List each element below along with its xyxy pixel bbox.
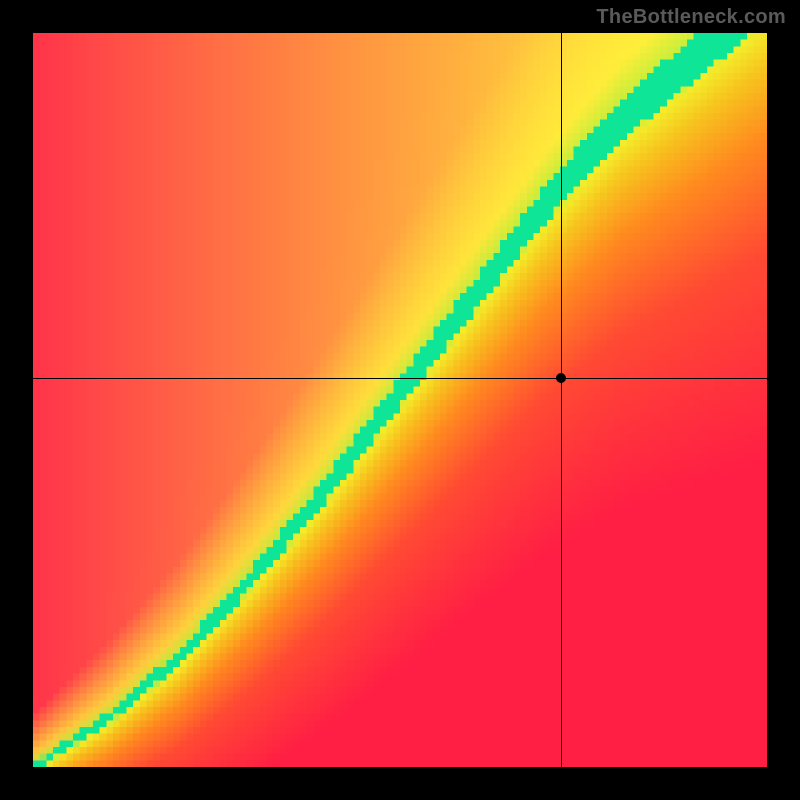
watermark-text: TheBottleneck.com xyxy=(596,6,786,29)
heatmap-canvas xyxy=(33,33,767,767)
crosshair-vertical xyxy=(561,33,562,767)
crosshair-horizontal xyxy=(33,378,767,379)
crosshair-marker xyxy=(556,373,566,383)
plot-frame xyxy=(33,33,767,767)
